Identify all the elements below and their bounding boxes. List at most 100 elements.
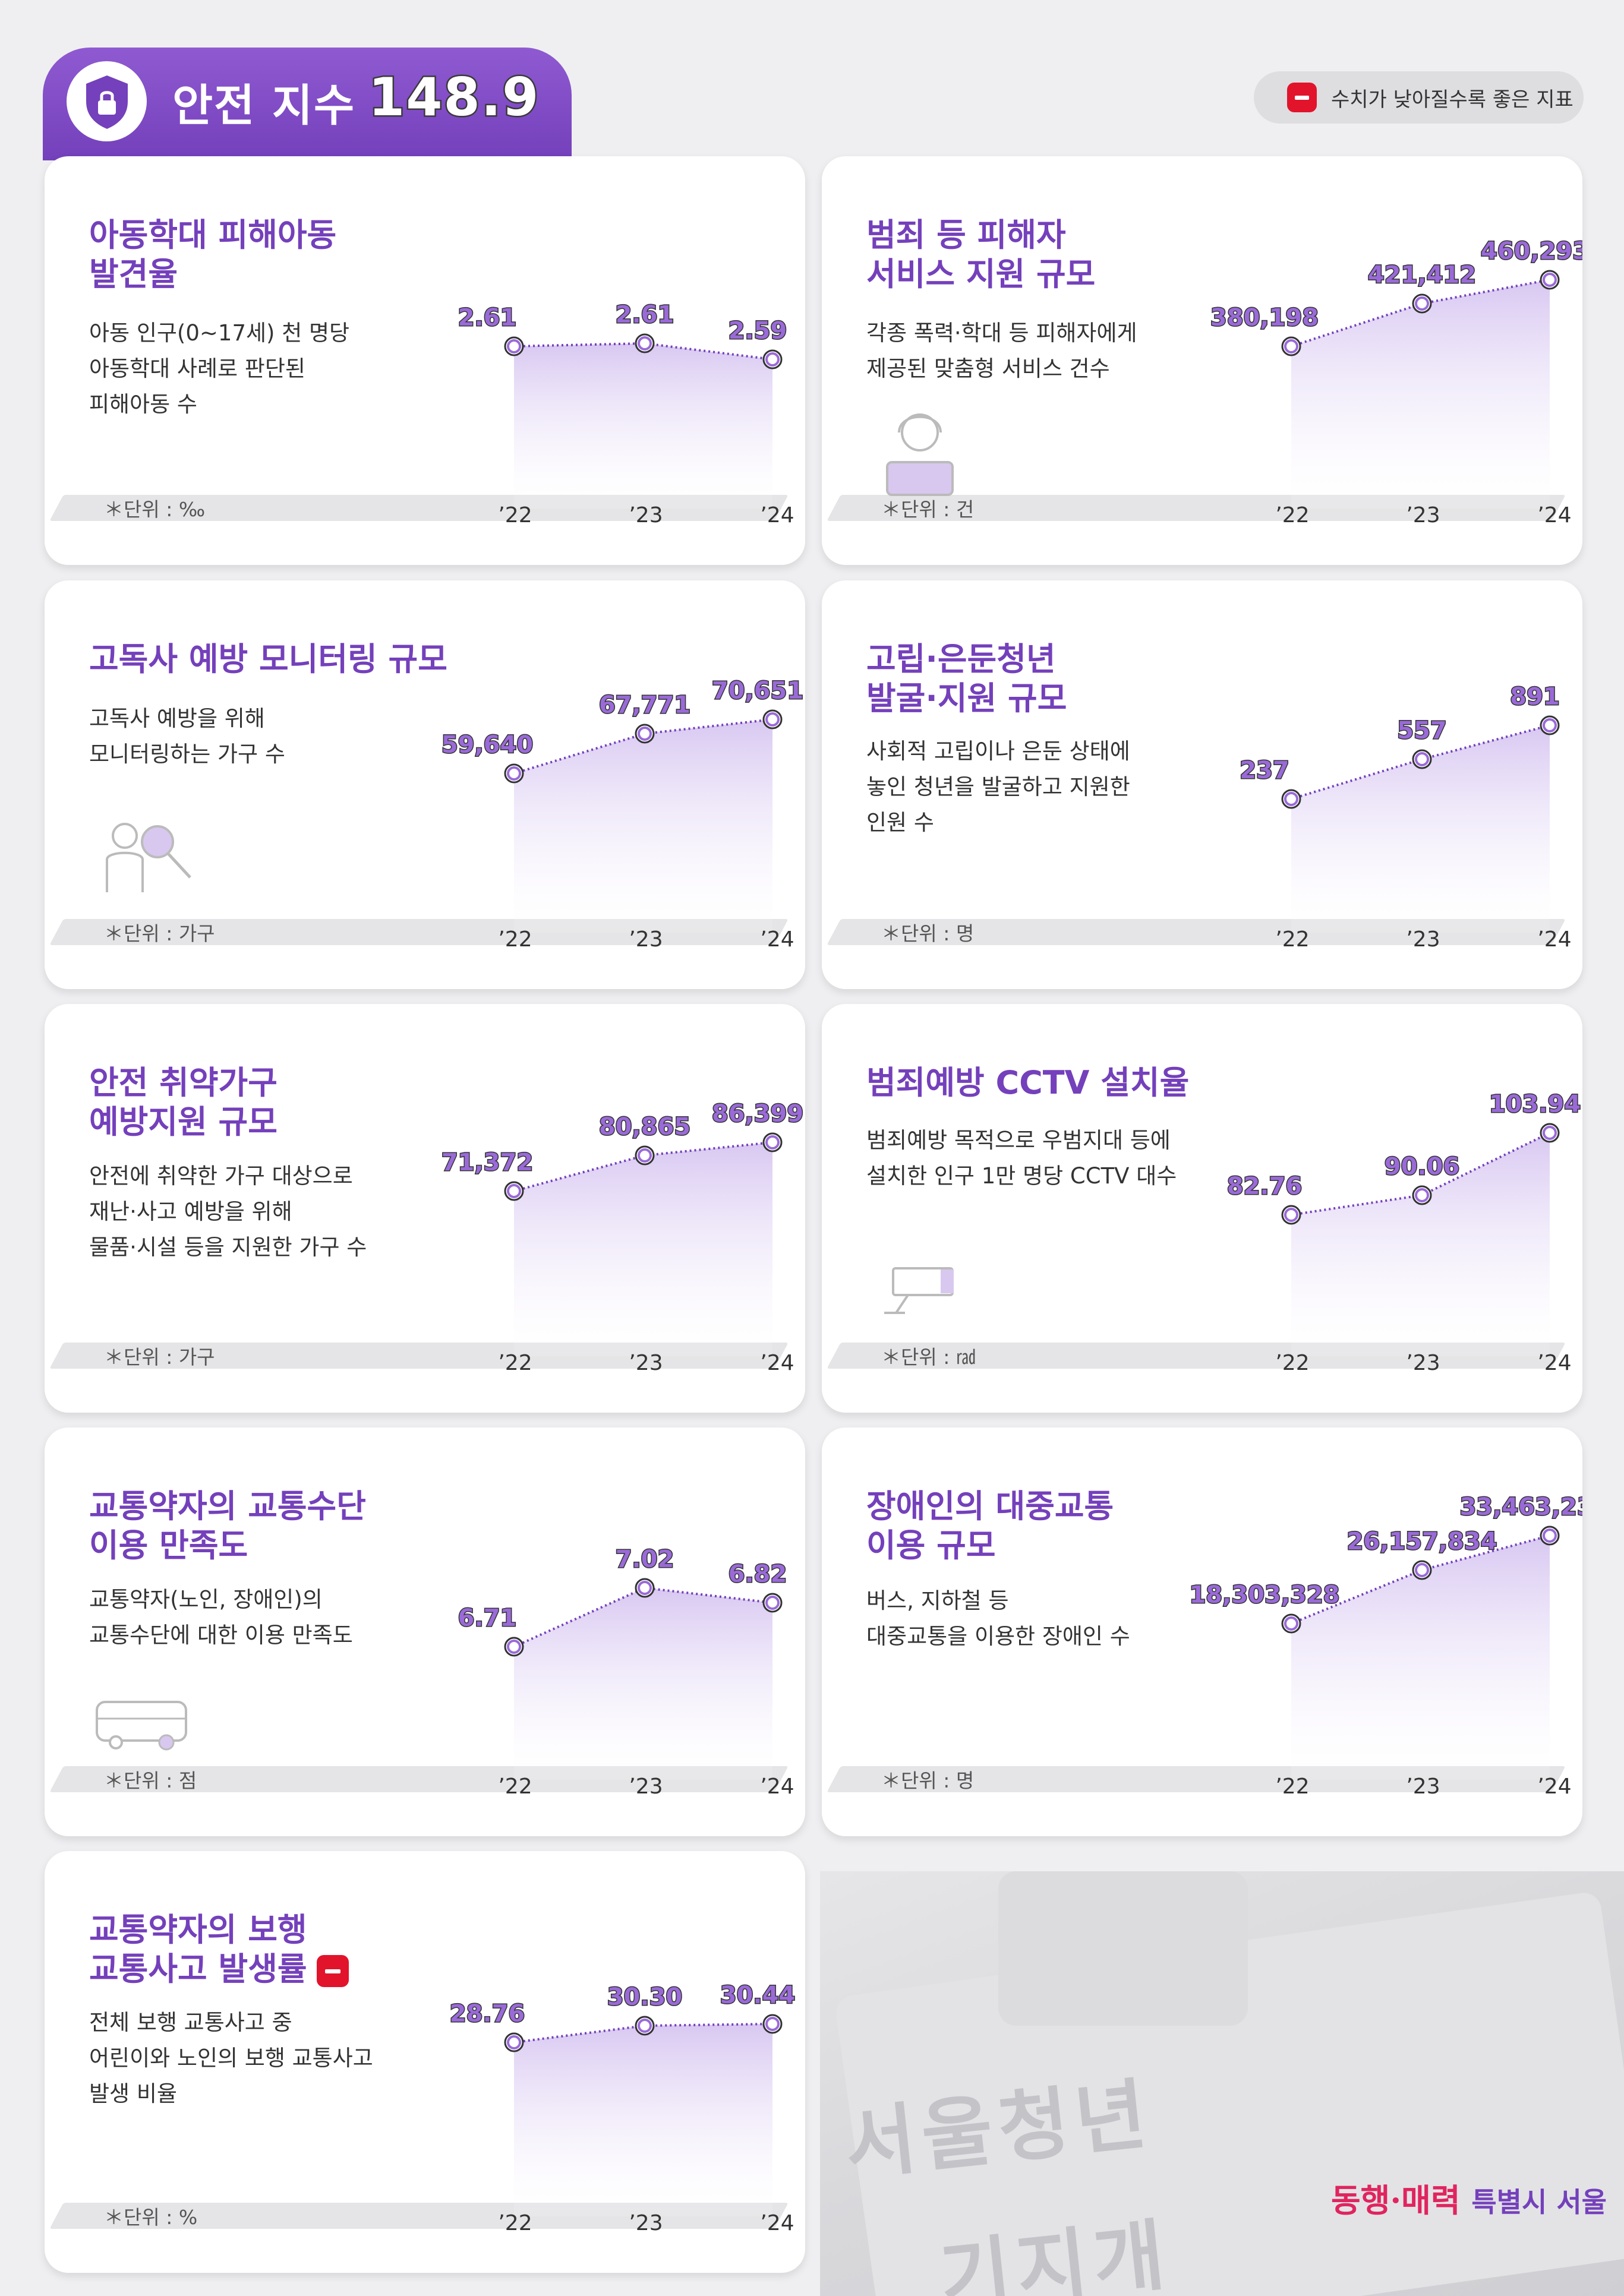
data-label: 891 (1510, 683, 1560, 710)
data-label: 71,372 (442, 1149, 533, 1176)
data-point-inner (765, 352, 780, 367)
indicator-card: 고립·은둔청년 발굴·지원 규모 사회적 고립이나 은둔 상태에 놓인 청년을 발… (822, 580, 1582, 989)
x-tick-label: ’24 (760, 503, 794, 528)
card-description: 각종 폭력·학대 등 피해자에게 제공된 맞춤형 서비스 건수 (866, 320, 1137, 381)
data-label: 90.06 (1385, 1153, 1460, 1180)
area-chart: 59,640 ’22 67,771 ’23 70,651 ’24 (440, 677, 804, 952)
data-point-inner (1543, 273, 1557, 287)
card-description: 아동 인구(0~17세) 천 명당 아동학대 사례로 판단된 피해아동 수 (89, 320, 350, 417)
series-area (1291, 1133, 1550, 1356)
data-label: 460,293 (1481, 238, 1582, 265)
series-area (1291, 1536, 1550, 1780)
x-tick-label: ’22 (1275, 927, 1309, 952)
data-label: 86,399 (712, 1100, 803, 1128)
area-chart: 71,372 ’22 80,865 ’23 86,399 ’24 (440, 1100, 804, 1376)
card-description: 교통약자(노인, 장애인)의 교통수단에 대한 이용 만족도 (89, 1587, 353, 1648)
data-point-inner (507, 1640, 521, 1654)
data-point-inner (507, 766, 521, 781)
x-tick-label: ’23 (629, 1774, 663, 1799)
series-line (1291, 279, 1550, 348)
indicator-card: 범죄예방 CCTV 설치율 범죄예방 목적으로 우범지대 등에 설치한 인구 1만… (822, 1004, 1582, 1413)
series-area (1291, 725, 1550, 933)
x-tick-label: ’23 (629, 2211, 663, 2235)
data-label: 82.76 (1227, 1173, 1303, 1200)
x-tick-label: ’22 (498, 2211, 532, 2235)
card-title: 고립·은둔청년 발굴·지원 규모 (866, 640, 1067, 717)
data-point-inner (638, 1581, 652, 1595)
data-point-inner (765, 1596, 780, 1610)
data-label: 2.59 (729, 317, 787, 345)
card-title: 교통약자의 교통수단 이용 만족도 (89, 1487, 366, 1564)
safety-index-score: 148.9 (367, 65, 540, 130)
card-description: 범죄예방 목적으로 우범지대 등에 설치한 인구 1만 명당 CCTV 대수 (866, 1128, 1177, 1189)
brand-logo: 동행·매력 특별시 서울 (1331, 2181, 1607, 2219)
data-point-inner (507, 339, 521, 353)
data-label: 18,303,328 (1189, 1581, 1339, 1609)
card-title: 안전 취약가구 예방지원 규모 (89, 1064, 278, 1141)
series-area (514, 719, 772, 933)
area-chart: 82.76 ’22 90.06 ’23 103.94 ’24 (1226, 1090, 1581, 1376)
series-line (513, 2023, 773, 2044)
minus-icon (1287, 83, 1317, 112)
unit-label: ＊단위 : 명 (881, 922, 975, 945)
x-tick-label: ’23 (1406, 927, 1440, 952)
area-chart: 2.61 ’22 2.61 ’23 2.59 ’24 (457, 301, 794, 528)
area-chart: 28.76 ’22 30.30 ’23 30.44 ’24 (449, 1981, 796, 2236)
series-line (1291, 1534, 1550, 1625)
data-label: 6.82 (729, 1561, 787, 1588)
x-tick-label: ’24 (760, 927, 794, 952)
series-line (1291, 724, 1550, 800)
unit-label: ＊단위 : 명 (881, 1769, 975, 1792)
x-tick-label: ’24 (1537, 1351, 1571, 1375)
people-magnifier-icon (101, 818, 202, 898)
x-tick-label: ’24 (1537, 927, 1571, 952)
data-label: 380,198 (1210, 304, 1319, 331)
unit-label: ＊단위 : 가구 (104, 922, 215, 945)
data-point-inner (1415, 296, 1429, 311)
data-label: 26,157,834 (1346, 1528, 1497, 1555)
series-line (1291, 1132, 1550, 1216)
minus-icon (316, 1955, 349, 1988)
data-point-inner (638, 2019, 652, 2033)
card-title: 장애인의 대중교통 이용 규모 (866, 1487, 1114, 1564)
area-chart: 6.71 ’22 7.02 ’23 6.82 ’24 (457, 1545, 794, 1799)
data-label: 30.44 (720, 1982, 796, 2009)
x-tick-label: ’23 (629, 1351, 663, 1375)
legend-text: 수치가 낮아질수록 좋은 지표 (1331, 87, 1573, 112)
safety-shield-icon (67, 61, 147, 141)
area-chart: 380,198 ’22 421,412 ’23 460,293 ’24 (1209, 237, 1582, 528)
data-point-inner (1284, 339, 1298, 353)
data-point-inner (765, 1135, 780, 1149)
x-tick-label: ’22 (498, 503, 532, 528)
unit-label: ＊단위 : % (104, 2206, 198, 2229)
unit-label: ＊단위 : 점 (104, 1769, 197, 1792)
data-label: 59,640 (442, 731, 533, 759)
x-tick-label: ’22 (498, 927, 532, 952)
x-tick-label: ’23 (1406, 1351, 1440, 1375)
x-tick-label: ’24 (760, 1774, 794, 1799)
x-tick-label: ’23 (629, 503, 663, 528)
series-area (1291, 280, 1550, 509)
indicator-card: 안전 취약가구 예방지원 규모 안전에 취약한 가구 대상으로 재난·사고 예방을… (45, 1004, 805, 1413)
series-area (514, 343, 772, 509)
x-tick-label: ’23 (1406, 1774, 1440, 1799)
data-point-inner (765, 712, 780, 727)
data-point-inner (1543, 1528, 1557, 1543)
indicator-card: 아동학대 피해아동 발견율 아동 인구(0~17세) 천 명당 아동학대 사례로 … (45, 156, 805, 565)
background-photo: 서울청년 기지개 (820, 1871, 1624, 2296)
unit-label: ＊단위 : ‰ (104, 498, 206, 521)
bus-icon (92, 1695, 193, 1757)
x-tick-label: ’22 (1275, 503, 1309, 528)
unit-label: ＊단위 : ㎭ (881, 1346, 976, 1369)
data-label: 67,771 (599, 691, 690, 719)
card-title: 범죄 등 피해자 서비스 지원 규모 (866, 216, 1096, 293)
x-tick-label: ’23 (629, 927, 663, 952)
legend: 수치가 낮아질수록 좋은 지표 (1254, 71, 1584, 124)
card-title: 교통약자의 보행 교통사고 발생률 (89, 1910, 349, 1989)
series-area (514, 1588, 772, 1780)
indicator-card: 고독사 예방 모니터링 규모 고독사 예방을 위해 모니터링하는 가구 수 ＊단위 … (45, 580, 805, 989)
series-area (514, 2024, 772, 2216)
data-point-inner (507, 1184, 521, 1198)
